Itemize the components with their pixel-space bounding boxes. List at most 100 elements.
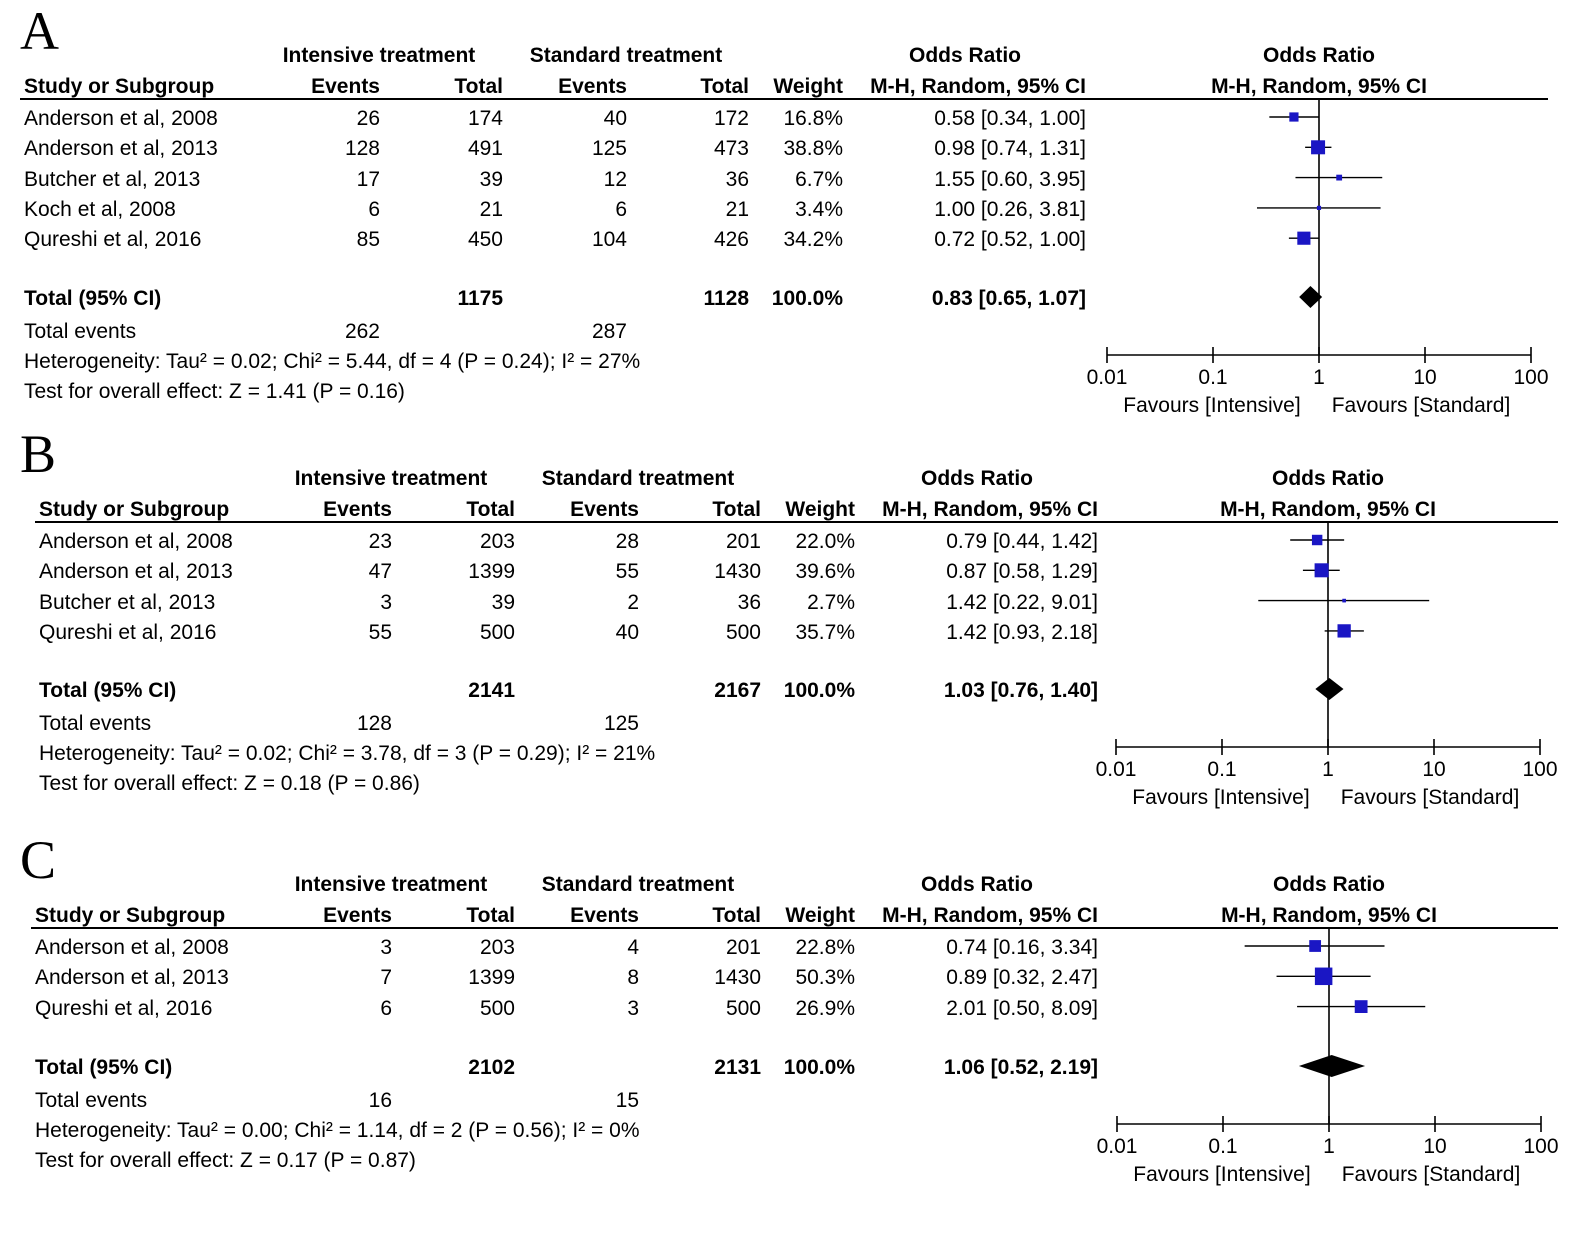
plot-header: Odds Ratio [1262,44,1375,67]
axis-tick-label: 0.01 [1086,366,1128,389]
study-marker [1314,563,1329,578]
study-name: Qureshi et al, 2016 [24,228,202,252]
standard-events: 12 [603,167,627,191]
total-events-intensive: 16 [368,1089,392,1112]
axis-tick-label: 10 [1422,758,1446,781]
standard-events: 40 [615,620,639,644]
study-name: Anderson et al, 2008 [39,530,233,553]
intensive-events: 55 [368,620,392,644]
favours-standard-label: Favours [Standard] [1340,786,1520,809]
overall-effect-text: Test for overall effect: Z = 0.17 (P = 0… [35,1149,416,1172]
column-header-events: Events [323,904,392,927]
study-name: Anderson et al, 2013 [39,560,233,584]
column-header-events: Events [570,498,639,521]
intensive-events: 3 [380,590,392,614]
study-marker [1354,1000,1368,1013]
forest-plot-svg [1106,99,1532,363]
total-weight: 100.0% [771,287,843,310]
axis-tick-label: 10 [1413,366,1437,389]
total-intensive: 2102 [468,1056,515,1079]
study-name: Koch et al, 2008 [24,197,176,221]
study-marker [1309,940,1322,952]
study-ci: 0.58 [0.34, 1.00] [934,107,1086,130]
header-rule [20,98,1548,100]
study-weight: 22.8% [795,936,855,959]
study-ci: 2.01 [0.50, 8.09] [946,996,1098,1020]
intensive-events: 26 [356,107,380,130]
group-header-intensive: Intensive treatment [294,467,488,490]
study-name: Butcher et al, 2013 [39,590,216,614]
study-weight: 35.7% [795,620,855,644]
total-events-label: Total events [35,1089,148,1112]
column-header-total: Total [466,904,515,927]
favours-intensive-label: Favours [Intensive] [1133,1163,1311,1186]
axis-tick-label: 100 [1513,366,1549,389]
total-events-label: Total events [39,712,152,735]
intensive-total: 1399 [468,560,515,584]
total-diamond [1298,1055,1366,1077]
group-header-intensive: Intensive treatment [282,44,476,67]
standard-events: 4 [627,936,639,959]
study-weight: 38.8% [783,137,843,161]
plot-subheader: M-H, Random, 95% CI [1211,75,1427,98]
standard-events: 125 [591,137,627,161]
standard-total: 1430 [714,966,761,990]
column-header-study: Study or Subgroup [24,75,215,98]
plot-header: Odds Ratio [1272,873,1385,896]
study-weight: 26.9% [795,996,855,1020]
standard-events: 40 [603,107,627,130]
intensive-events: 17 [356,167,380,191]
column-header-events: Events [323,498,392,521]
heterogeneity-text: Heterogeneity: Tau² = 0.02; Chi² = 5.44,… [24,350,641,373]
intensive-events: 7 [380,966,392,990]
study-ci: 1.42 [0.22, 9.01] [946,590,1098,614]
study-ci: 0.89 [0.32, 2.47] [946,966,1098,990]
study-marker [1336,174,1343,181]
heterogeneity-text: Heterogeneity: Tau² = 0.00; Chi² = 1.14,… [35,1119,640,1142]
study-name: Anderson et al, 2013 [35,966,229,990]
study-ci: 0.74 [0.16, 3.34] [946,936,1098,959]
intensive-total: 450 [467,228,503,252]
column-header-total: Total [700,75,749,98]
standard-total: 201 [725,530,761,553]
study-ci: 1.55 [0.60, 3.95] [934,167,1086,191]
intensive-total: 203 [479,936,515,959]
study-weight: 34.2% [783,228,843,252]
study-name: Butcher et al, 2013 [24,167,201,191]
intensive-total: 1399 [468,966,515,990]
odds-ratio-header: Odds Ratio [920,873,1033,896]
intensive-events: 6 [368,197,380,221]
study-weight: 2.7% [807,590,855,614]
intensive-events: 6 [380,996,392,1020]
intensive-events: 23 [368,530,392,553]
axis-tick-label: 100 [1523,1135,1559,1158]
favours-intensive-label: Favours [Intensive] [1123,394,1301,417]
column-header-study: Study or Subgroup [35,904,226,927]
heterogeneity-text: Heterogeneity: Tau² = 0.02; Chi² = 3.78,… [39,742,656,765]
column-header-ci: M-H, Random, 95% CI [882,904,1098,927]
column-header-total: Total [712,904,761,927]
axis-tick-label: 0.1 [1208,1135,1238,1158]
total-standard: 2131 [714,1056,761,1079]
column-header-total: Total [454,75,503,98]
study-ci: 1.42 [0.93, 2.18] [946,620,1098,644]
study-ci: 0.72 [0.52, 1.00] [934,228,1086,252]
study-name: Qureshi et al, 2016 [35,996,213,1020]
standard-total: 36 [737,590,761,614]
axis-tick-label: 10 [1423,1135,1447,1158]
forest-panel-a: A Intensive treatment Standard treatment Od… [0,0,1575,420]
axis-tick-label: 0.1 [1198,366,1228,389]
standard-total: 500 [725,620,761,644]
panel-label: A [20,1,59,61]
axis-tick-label: 0.01 [1095,758,1137,781]
plot-header: Odds Ratio [1271,467,1384,490]
total-label: Total (95% CI) [35,1056,173,1079]
standard-events: 6 [615,197,627,221]
total-diamond [1299,286,1323,308]
column-header-events: Events [558,75,627,98]
study-name: Anderson et al, 2008 [24,107,218,130]
total-intensive: 2141 [468,679,515,702]
intensive-total: 500 [479,996,515,1020]
total-events-standard: 287 [591,320,627,343]
total-diamond [1315,678,1344,700]
